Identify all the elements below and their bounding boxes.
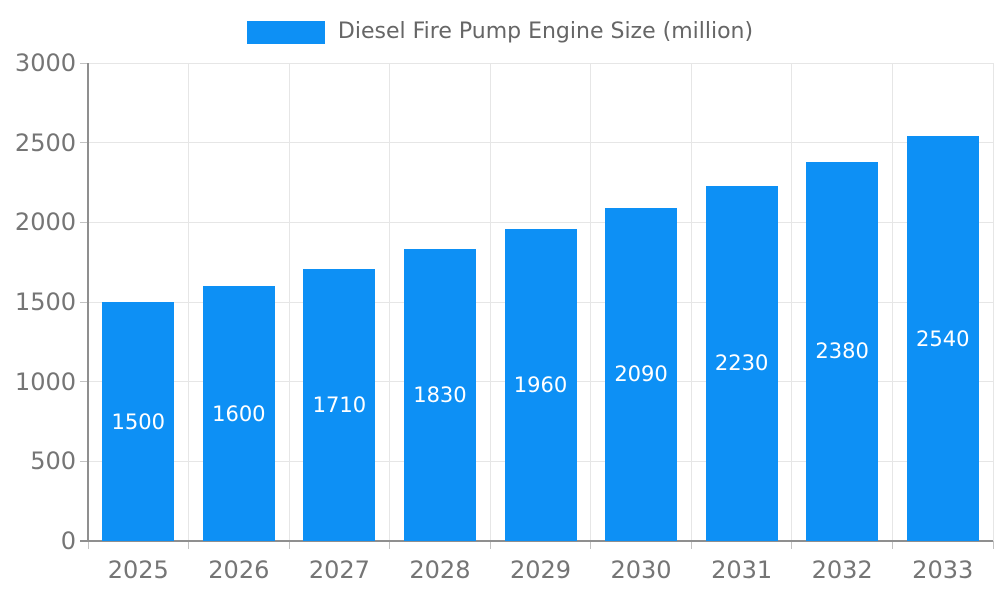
x-axis-tick-label: 2029: [509, 556, 572, 584]
gridline-horizontal: [88, 142, 993, 144]
x-axis-tick: [891, 541, 893, 549]
bar[interactable]: 2380: [806, 161, 879, 541]
gridline-vertical: [188, 63, 190, 541]
bar[interactable]: 2090: [605, 207, 678, 541]
legend[interactable]: Diesel Fire Pump Engine Size (million): [0, 18, 1000, 46]
bar-value-label: 1830: [413, 383, 467, 408]
x-axis-tick: [690, 541, 692, 549]
bar[interactable]: 1960: [504, 228, 577, 541]
x-axis-tick-label: 2033: [912, 556, 974, 584]
bar-value-label: 2380: [815, 339, 869, 364]
y-axis-line: [87, 63, 89, 541]
x-axis-tick-label: 2026: [208, 556, 270, 584]
y-axis-tick-label: 1000: [14, 367, 76, 396]
y-axis-tick: [80, 381, 88, 383]
legend-swatch: [246, 20, 325, 44]
x-axis-tick-label: 2032: [811, 556, 873, 584]
gridline-vertical: [891, 63, 893, 541]
x-axis-tick: [992, 541, 994, 549]
y-axis-tick-label: 0: [60, 527, 76, 555]
y-axis-tick: [80, 62, 88, 64]
gridline-vertical: [590, 63, 592, 541]
bar[interactable]: 1830: [403, 249, 476, 541]
bar[interactable]: 2540: [906, 136, 979, 541]
gridline-vertical: [489, 63, 491, 541]
x-axis-tick-label: 2025: [107, 556, 169, 584]
y-axis-tick: [80, 301, 88, 303]
bar-value-label: 2090: [614, 362, 668, 387]
legend-label: Diesel Fire Pump Engine Size (million): [337, 19, 754, 44]
bar-value-label: 1710: [312, 392, 367, 417]
x-axis-tick: [288, 541, 290, 549]
bar-value-label: 2230: [714, 351, 769, 376]
y-axis-tick: [80, 142, 88, 144]
x-axis-tick-label: 2028: [409, 556, 471, 584]
y-axis-tick-label: 3000: [14, 49, 76, 77]
x-axis-tick-label: 2027: [308, 556, 370, 584]
x-axis-tick-label: 2030: [610, 556, 672, 584]
x-axis-tick: [389, 541, 391, 549]
y-axis-tick: [80, 460, 88, 462]
bar-value-label: 1960: [513, 372, 568, 397]
bar-value-label: 1600: [212, 401, 266, 426]
gridline-vertical: [791, 63, 793, 541]
y-axis-tick: [80, 221, 88, 223]
gridline-horizontal: [88, 221, 993, 223]
y-axis-tick-label: 500: [30, 447, 76, 476]
y-axis-tick-label: 2000: [14, 208, 76, 237]
x-axis-tick: [87, 541, 89, 549]
gridline-vertical: [690, 63, 692, 541]
gridline-vertical: [992, 63, 994, 541]
bar[interactable]: 2230: [705, 185, 778, 541]
bar-value-label: 1500: [111, 409, 165, 434]
bar[interactable]: 1600: [202, 286, 275, 541]
x-axis-tick: [590, 541, 592, 549]
x-axis-line: [80, 540, 993, 542]
bar-value-label: 2540: [915, 326, 970, 351]
gridline-vertical: [288, 63, 290, 541]
gridline-horizontal: [88, 62, 993, 64]
x-axis-tick: [791, 541, 793, 549]
x-axis-tick: [188, 541, 190, 549]
bar[interactable]: 1710: [303, 268, 376, 541]
gridline-vertical: [389, 63, 391, 541]
y-axis-tick-label: 1500: [14, 288, 76, 316]
y-axis-tick-label: 2500: [14, 128, 76, 157]
bar[interactable]: 1500: [102, 302, 175, 541]
x-axis-tick: [489, 541, 491, 549]
x-axis-tick-label: 2031: [711, 556, 773, 584]
